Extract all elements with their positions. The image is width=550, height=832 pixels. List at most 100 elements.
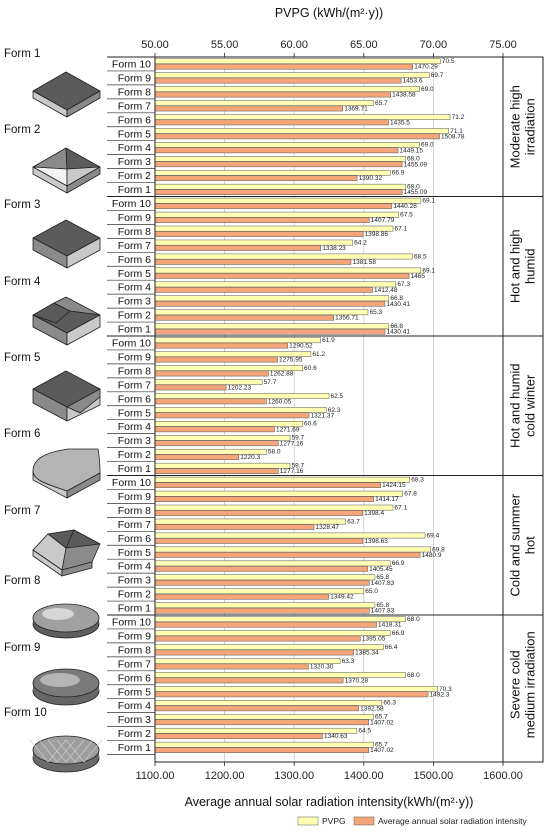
bottom-tick-label: 1500.00 xyxy=(414,770,454,782)
building-form-icon xyxy=(32,370,101,422)
pvpg-value-label: 67.1 xyxy=(395,504,408,511)
group-label-line: Hot and humid xyxy=(508,363,523,448)
category-label: Form 7 xyxy=(118,379,151,391)
roof-face xyxy=(65,147,101,170)
group-label: Moderate highirradiation xyxy=(508,85,538,168)
radiation-value-label: 1370.28 xyxy=(345,677,369,684)
pvpg-bar xyxy=(154,128,449,134)
pvpg-bar xyxy=(154,267,422,274)
pvpg-value-label: 66.8 xyxy=(390,323,403,330)
pvpg-value-label: 70.3 xyxy=(439,686,452,693)
radiation-bar xyxy=(154,691,429,698)
radiation-value-label: 1470.29 xyxy=(414,64,438,71)
radiation-value-label: 1430.41 xyxy=(386,301,410,308)
group-label-line: hot xyxy=(523,536,538,554)
building-form-icon xyxy=(32,147,101,194)
pvpg-bar xyxy=(154,686,438,692)
radiation-bar xyxy=(154,454,239,461)
pvpg-value-label: 60.6 xyxy=(304,365,317,372)
building-form-icon xyxy=(32,603,100,639)
building-form-icon xyxy=(32,529,101,577)
radiation-value-label: 1455.09 xyxy=(404,161,428,168)
pvpg-value-label: 66.9 xyxy=(392,630,405,637)
pvpg-bar xyxy=(154,197,422,204)
form-label: Form 5 xyxy=(4,352,40,364)
pvpg-bar xyxy=(154,281,397,288)
radiation-bar xyxy=(154,189,403,196)
radiation-value-label: 1407.83 xyxy=(371,580,395,587)
radiation-bar xyxy=(154,496,374,502)
pvpg-value-label: 69.0 xyxy=(421,86,434,93)
pvpg-value-label: 57.7 xyxy=(264,379,277,386)
radiation-value-label: 1392.58 xyxy=(360,705,384,712)
pvpg-bar xyxy=(154,476,410,483)
category-label: Form 7 xyxy=(118,240,151,252)
category-label: Form 6 xyxy=(118,114,151,126)
pvpg-value-label: 65.0 xyxy=(365,588,378,595)
radiation-bar xyxy=(154,579,370,586)
radiation-bar xyxy=(154,677,344,684)
pvpg-bar xyxy=(154,407,327,413)
pvpg-bar xyxy=(154,630,391,636)
top-tick-label: 55.00 xyxy=(211,39,239,51)
plot-area: 70.51470.2969.71453.669.01438.5865.71369… xyxy=(154,57,504,762)
group-label-line: humid xyxy=(523,249,538,284)
roof-facet-line xyxy=(29,739,49,763)
radiation-bar xyxy=(154,426,275,433)
radiation-value-label: 1321.37 xyxy=(311,412,335,419)
category-label: Form 5 xyxy=(118,407,151,419)
radiation-bar xyxy=(154,203,393,209)
radiation-value-label: 1390.32 xyxy=(359,175,383,182)
category-label: Form 4 xyxy=(118,282,151,294)
radiation-value-label: 1340.63 xyxy=(324,733,348,740)
radiation-value-label: 1418.31 xyxy=(378,622,402,629)
radiation-value-label: 1453.6 xyxy=(403,78,423,85)
pvpg-value-label: 65.7 xyxy=(375,742,388,749)
pvpg-bar xyxy=(154,72,430,79)
bottom-tick-label: 1300.00 xyxy=(274,770,314,782)
wall-face xyxy=(66,90,101,118)
form-shapes-column: Form 1 Form 2 Form 3 Form 4 Form 5 Form 6 Form… xyxy=(4,48,103,773)
category-label: Form 6 xyxy=(118,672,151,684)
roof-facet-line xyxy=(65,739,85,763)
category-label: Form 7 xyxy=(118,658,151,670)
pvpg-value-label: 61.9 xyxy=(322,337,335,344)
building-form-icon xyxy=(32,219,101,269)
pvpg-value-label: 65.7 xyxy=(375,714,388,721)
wall-face xyxy=(61,561,93,577)
category-label: Form 3 xyxy=(118,156,151,168)
pvpg-value-label: 58.0 xyxy=(268,449,281,456)
pvpg-value-label: 66.4 xyxy=(385,644,398,651)
pvpg-value-label: 69.8 xyxy=(432,546,445,553)
radiation-bar xyxy=(154,440,279,447)
top-axis-title: PVPG (kWh/(m²·y)) xyxy=(275,6,383,20)
category-label: Form 4 xyxy=(118,421,151,433)
radiation-value-label: 1407.83 xyxy=(371,608,395,615)
pvpg-value-label: 68.0 xyxy=(407,156,420,163)
bottom-tick-label: 1100.00 xyxy=(136,770,175,782)
radiation-bar xyxy=(154,412,310,419)
radiation-bar xyxy=(154,384,227,391)
pvpg-value-label: 64.5 xyxy=(358,728,371,735)
pvpg-value-label: 68.5 xyxy=(414,253,427,260)
roof-facet-line xyxy=(74,739,94,763)
category-label: Form 5 xyxy=(118,547,151,559)
building-form-icon xyxy=(29,735,103,773)
radiation-value-label: 1430.41 xyxy=(386,329,410,336)
form-label: Form 3 xyxy=(4,199,40,211)
radiation-value-label: 1381.58 xyxy=(352,259,376,266)
group-label: Hot and highhumid xyxy=(508,229,538,303)
top-tick-label: 75.00 xyxy=(489,39,517,51)
roof-facet-line xyxy=(38,739,58,763)
category-label: Form 8 xyxy=(118,505,151,517)
radiation-bar xyxy=(154,300,386,307)
category-label: Form 2 xyxy=(118,170,151,182)
form-label: Form 8 xyxy=(4,575,40,587)
radiation-bar xyxy=(154,105,343,112)
category-label: Form 8 xyxy=(118,365,151,377)
category-label: Form 9 xyxy=(118,351,151,363)
pvpg-bar xyxy=(154,462,291,469)
group-label-box xyxy=(502,56,544,763)
pvpg-bar xyxy=(154,58,441,65)
radiation-value-label: 1369.71 xyxy=(344,105,368,112)
